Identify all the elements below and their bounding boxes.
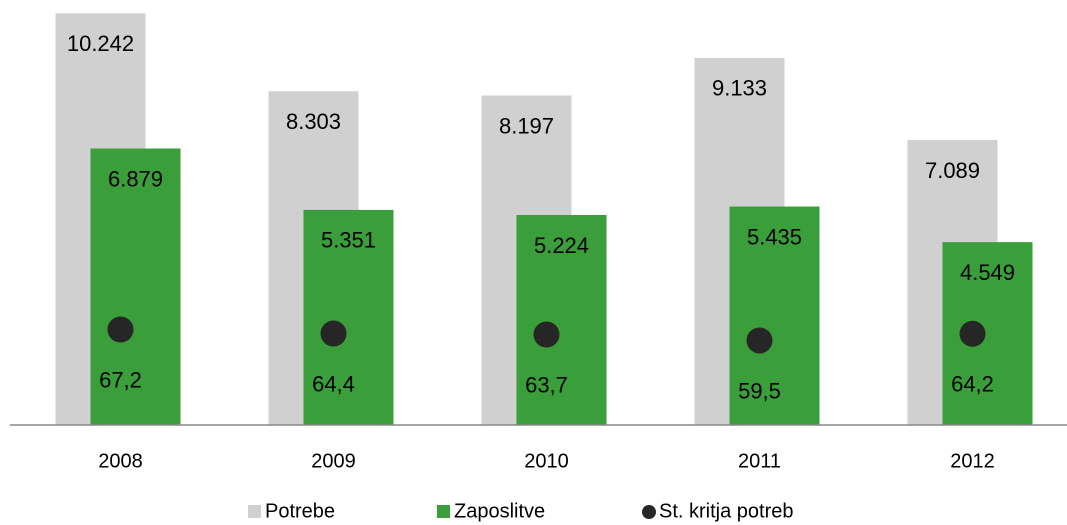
bar xyxy=(303,209,394,425)
x-tick-label: 2010 xyxy=(524,450,569,472)
bar-label: 8.197 xyxy=(499,113,554,138)
dot xyxy=(959,320,986,347)
dot xyxy=(107,316,134,343)
legend-marker xyxy=(642,505,656,519)
dot-label: 63,7 xyxy=(525,372,568,397)
bar xyxy=(516,215,607,425)
bar xyxy=(729,206,820,425)
x-tick-label: 2012 xyxy=(950,450,995,472)
dot xyxy=(746,327,773,354)
bar xyxy=(942,242,1033,425)
bar-label: 8.303 xyxy=(286,109,341,134)
x-tick-label: 2009 xyxy=(311,450,356,472)
dot-label: 59,5 xyxy=(738,378,781,403)
bar xyxy=(90,148,181,426)
legend-label: Potrebe xyxy=(265,500,335,522)
bar-label: 5.435 xyxy=(747,224,802,249)
x-tick-label: 2008 xyxy=(98,450,143,472)
bar-label: 5.351 xyxy=(321,228,376,253)
dot-label: 64,2 xyxy=(951,372,994,397)
x-tick-label: 2011 xyxy=(738,450,781,472)
bar-label: 5.224 xyxy=(534,233,589,258)
legend-marker xyxy=(248,505,261,518)
bar-label: 4.549 xyxy=(960,260,1015,285)
bar-label: 7.089 xyxy=(925,158,980,183)
bar-label: 10.242 xyxy=(67,31,134,56)
legend-label: St. kritja potreb xyxy=(659,500,794,522)
legend-label: Zaposlitve xyxy=(454,500,545,522)
dot xyxy=(533,321,560,348)
bar-label: 6.879 xyxy=(108,166,163,191)
dot-label: 67,2 xyxy=(99,367,142,392)
dot xyxy=(320,320,347,347)
dot-label: 64,4 xyxy=(312,371,355,396)
legend-marker xyxy=(437,505,450,518)
bar-label: 9.133 xyxy=(712,76,767,101)
